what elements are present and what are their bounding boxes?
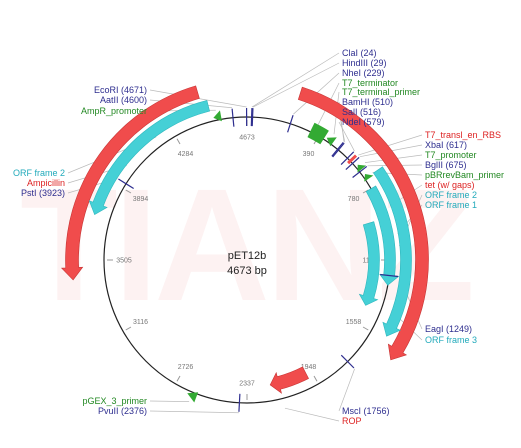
label-ecori-4671-25: EcoRI (4671) [94, 85, 147, 95]
tick-mark [362, 326, 369, 331]
site-eagi [380, 273, 399, 278]
tick-mark [176, 138, 181, 145]
plasmid-size: 4673 bp [227, 265, 267, 277]
site-aatii [231, 108, 235, 127]
site-hindiii [251, 108, 254, 127]
feature-tet-w-gaps [297, 86, 429, 361]
tick-label: 3505 [116, 258, 132, 265]
label-t7-terminal-primer-4: T7_terminal_primer [342, 87, 420, 97]
tick-mark [176, 375, 181, 382]
site-psti [118, 178, 134, 190]
leader-line [251, 52, 340, 108]
label-pgex-3-primer-20: pGEX_3_primer [82, 396, 147, 406]
leader-line [149, 400, 190, 402]
leader-line [338, 368, 355, 412]
label-rop-19: ROP [342, 416, 362, 426]
tick-label: 390 [303, 151, 315, 158]
tick-label: 2726 [178, 364, 194, 371]
label-bamhi-510-5: BamHI (510) [342, 97, 393, 107]
label-orf-frame-1-15: ORF frame 1 [425, 200, 477, 210]
label-clai-24-0: ClaI (24) [342, 48, 377, 58]
label-hindiii-29-1: HindIII (29) [342, 58, 387, 68]
site-msci [340, 354, 355, 369]
label-nhei-229-2: NheI (229) [342, 68, 385, 78]
leader-line [252, 62, 340, 108]
site-bglii [352, 165, 368, 178]
restriction-site-marks [118, 107, 399, 412]
label-pvuii-2376-21: PvuII (2376) [98, 406, 147, 416]
site-pvuii [238, 393, 241, 412]
tick-mark [313, 375, 318, 382]
feature-labels: ClaI (24)HindIII (29)NheI (229)T7_termin… [13, 48, 504, 426]
feature-rop [269, 366, 309, 394]
label-t7-transl-en-rbs-8: T7_transl_en_RBS [425, 130, 501, 140]
feature-orf-frame-2 [373, 166, 412, 337]
leader-line [358, 134, 423, 156]
feature-ampicillin [60, 85, 200, 281]
leader-line [338, 121, 355, 152]
tick-mark [125, 189, 132, 194]
leader-line [284, 407, 340, 422]
site-xbai [345, 156, 360, 170]
feature-orf-frame-3 [358, 221, 380, 306]
feature-t7-promoter [357, 164, 367, 173]
label-t7-promoter-10: T7_promoter [425, 150, 477, 160]
tick-label: 4284 [178, 151, 194, 158]
site-nhei [287, 114, 294, 133]
label-ndei-579-7: NdeI (579) [342, 117, 385, 127]
leader-line [149, 410, 239, 414]
tick-label: 2337 [239, 381, 255, 388]
feature-arcs [60, 85, 429, 403]
feature-ampr-promoter [213, 110, 222, 122]
label-xbai-617-9: XbaI (617) [425, 140, 467, 150]
tick-label: 4673 [239, 135, 255, 142]
label-sali-516-6: SalI (516) [342, 107, 381, 117]
label-msci-1756-18: MscI (1756) [342, 406, 390, 416]
feature-pbrrevbam-primer [364, 174, 374, 182]
label-orf-frame-2-14: ORF frame 2 [425, 190, 477, 200]
feature-t7-terminal-primer [326, 137, 337, 147]
tick-label: 3116 [133, 319, 148, 326]
label-tet-w-gaps-13: tet (w/ gaps) [425, 180, 475, 190]
label-eagi-1249-16: EagI (1249) [425, 324, 472, 334]
label-orf-frame-3-17: ORF frame 3 [425, 335, 477, 345]
site-sali [332, 142, 345, 158]
label-orf-frame-2-22: ORF frame 2 [13, 168, 65, 178]
site-clai [250, 108, 253, 127]
label-t7-terminator-3: T7_terminator [342, 78, 398, 88]
feature-pgex-3-primer [187, 392, 199, 403]
tick-label: 3894 [133, 196, 149, 203]
site-bamhi [331, 141, 344, 157]
feature-t7-terminator [307, 122, 329, 145]
label-aatii-4600-26: AatII (4600) [100, 95, 147, 105]
label-ampicillin-23: Ampicillin [27, 178, 65, 188]
feature-orf-frame-1 [365, 185, 400, 286]
feature-orf-frame-2 [88, 100, 210, 216]
plasmid-name: pET12b [228, 250, 267, 262]
feature-t7-transl-en-rbs [347, 154, 358, 165]
label-pbrrevbam-primer-12: pBRrevBam_primer [425, 170, 504, 180]
site-ndei [340, 151, 355, 166]
tick-label: 1948 [301, 364, 317, 371]
tick-mark [125, 326, 132, 331]
label-ampr-promoter-27: AmpR_promoter [81, 106, 147, 116]
tick-label: 780 [348, 196, 360, 203]
label-psti-3923-24: PstI (3923) [21, 188, 65, 198]
label-bglii-675-11: BglII (675) [425, 160, 467, 170]
tick-label: 1558 [346, 319, 362, 326]
